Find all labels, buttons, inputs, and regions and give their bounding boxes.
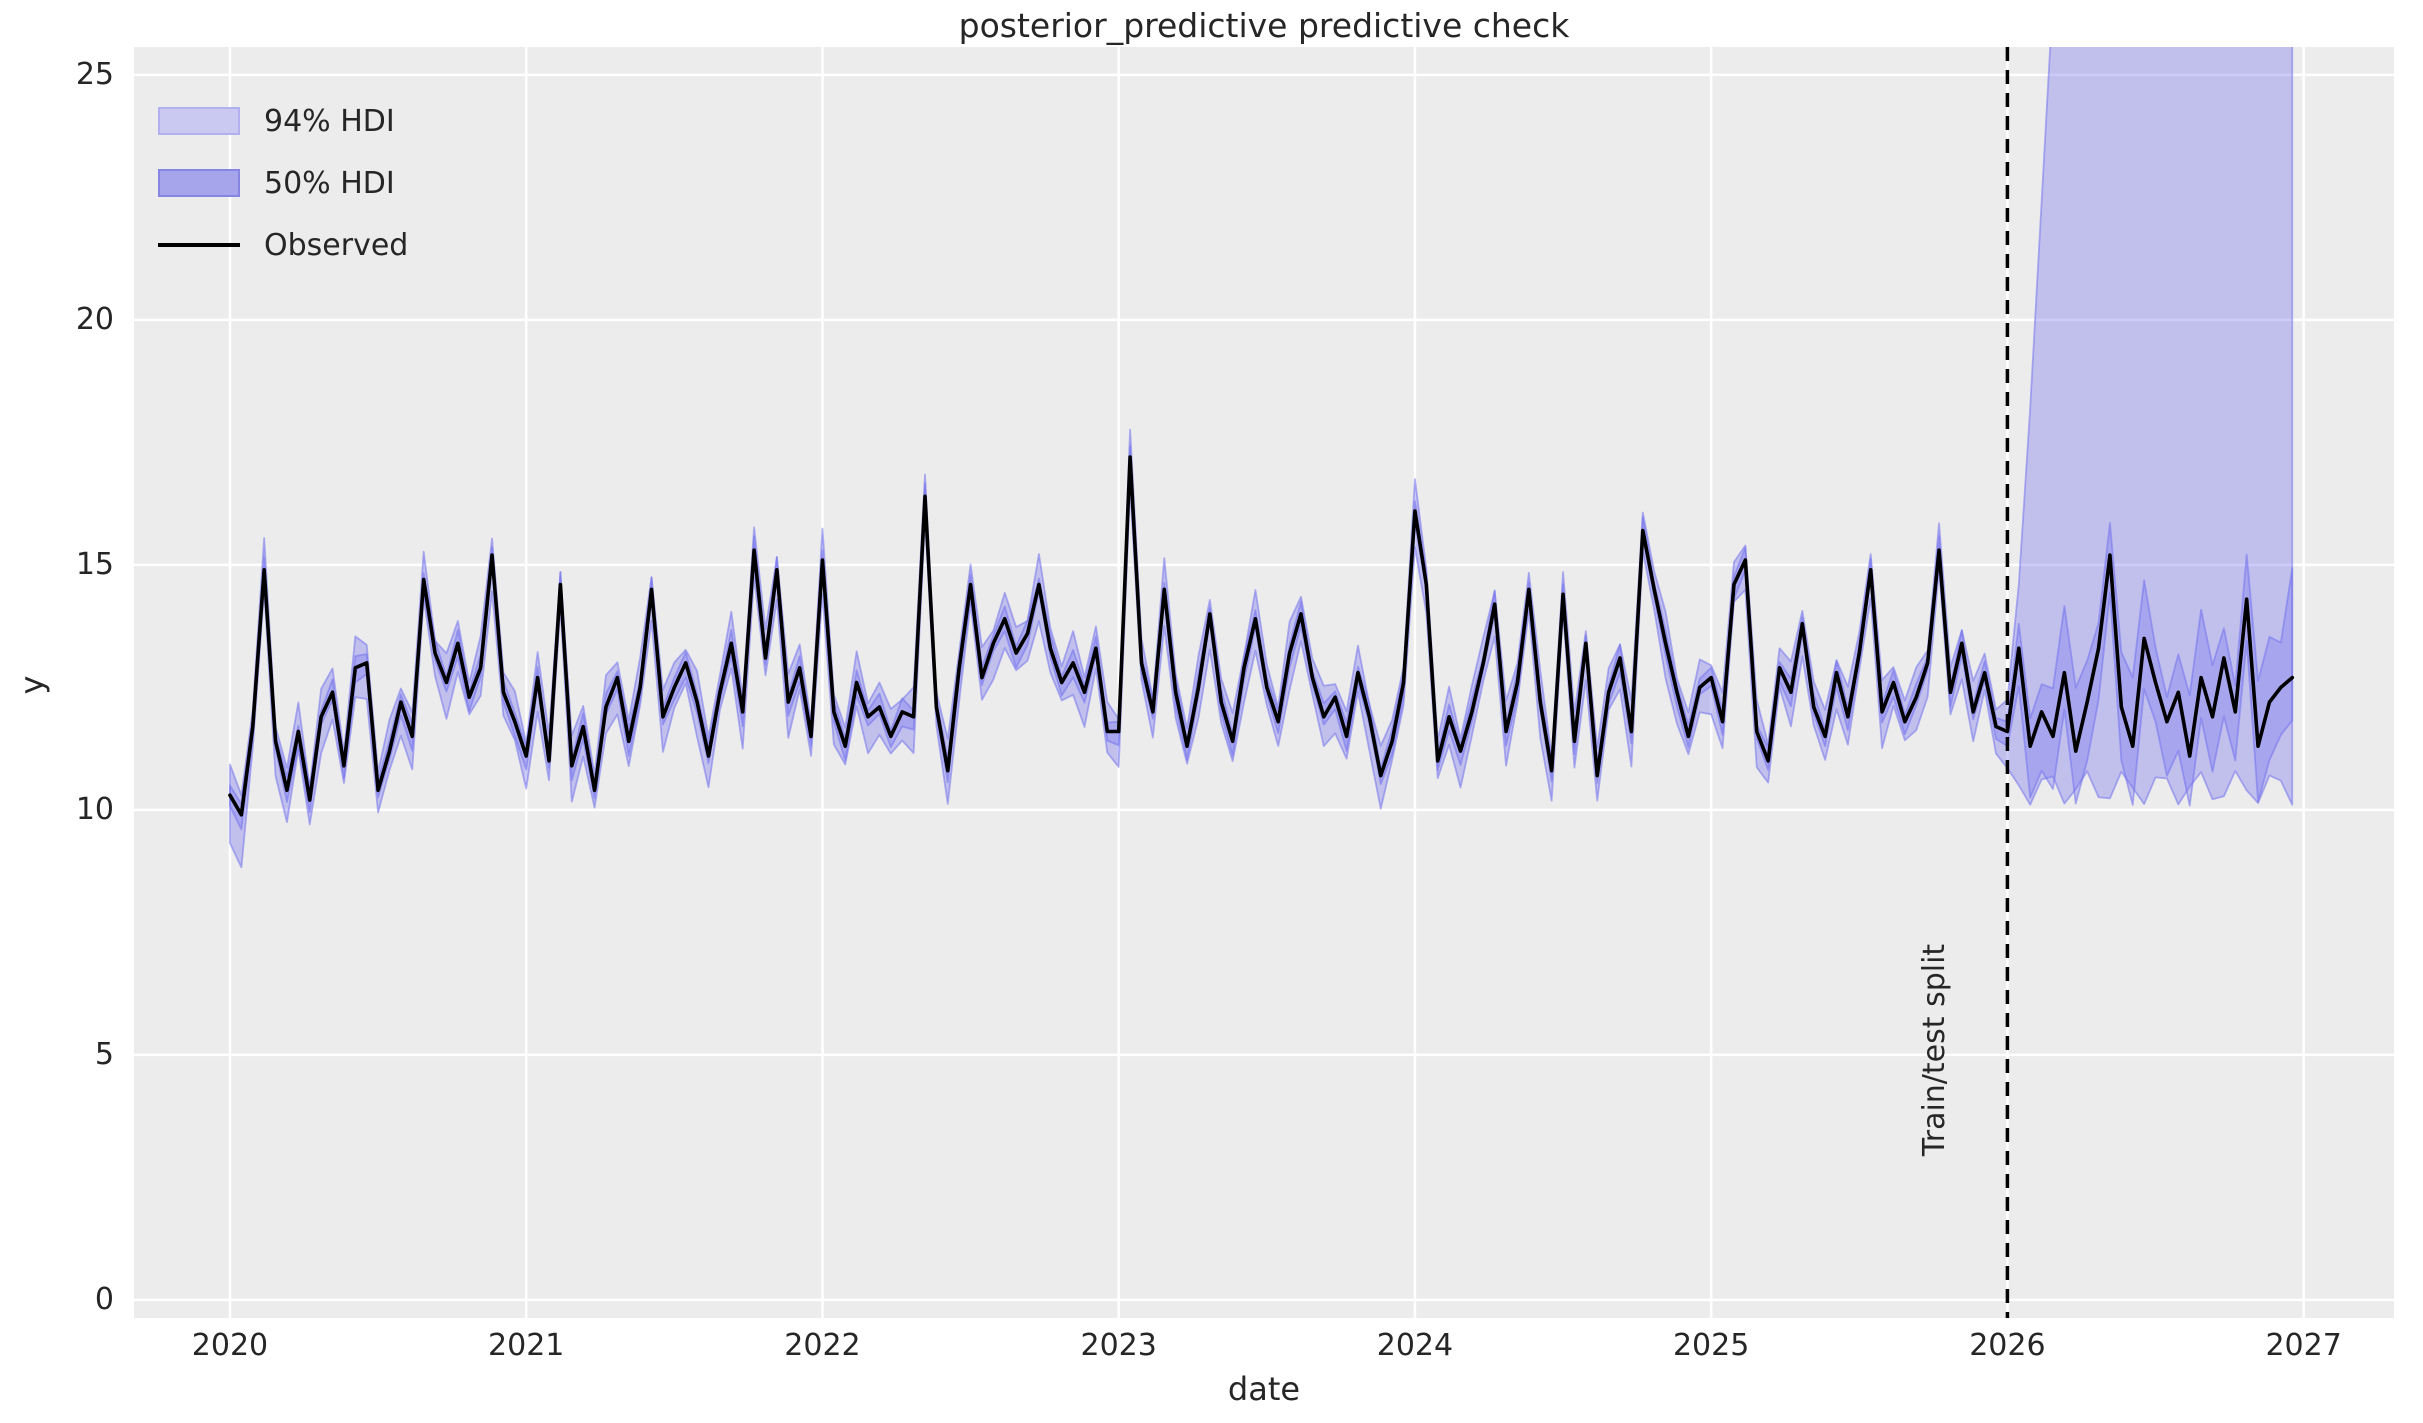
y-tick-label: 0 [94,1281,114,1317]
legend-label: 50% HDI [264,165,395,201]
x-tick-label: 2026 [1969,1328,2046,1363]
x-tick-label: 2020 [191,1328,269,1363]
y-tick-label: 15 [75,546,114,582]
x-tick-label: 2027 [2265,1328,2342,1363]
y-tick-label: 25 [75,56,114,92]
observed-line [228,455,2295,817]
legend: 94% HDI 50% HDI Observed [158,90,408,276]
legend-item-observed: Observed [158,214,408,276]
hdi-94-band [229,47,2294,869]
train-test-split-annotation: Train/test split [1917,943,1952,1157]
x-tick-label: 2025 [1672,1328,1750,1363]
y-tick-label: 10 [75,791,114,827]
observed-line-swatch-icon [158,243,240,247]
y-tick-label: 20 [75,301,114,337]
chart-canvas [134,47,2394,1318]
chart-title: posterior_predictive predictive check [958,6,1570,45]
hdi-94-band-swatch-icon [158,107,240,135]
x-tick-label: 2021 [488,1328,565,1363]
x-tick-label: 2023 [1080,1328,1157,1363]
legend-label: 94% HDI [264,103,395,139]
legend-item-94-hdi: 94% HDI [158,90,408,152]
legend-label: Observed [264,227,409,263]
x-tick-label: 2024 [1376,1328,1454,1363]
y-axis-label: y [13,675,51,695]
x-axis-label: date [1227,1370,1301,1408]
plot-area [134,47,2394,1318]
x-tick-label: 2022 [784,1328,861,1363]
legend-item-50-hdi: 50% HDI [158,152,408,214]
hdi-50-band-swatch-icon [158,169,240,197]
y-tick-label: 5 [94,1036,114,1072]
